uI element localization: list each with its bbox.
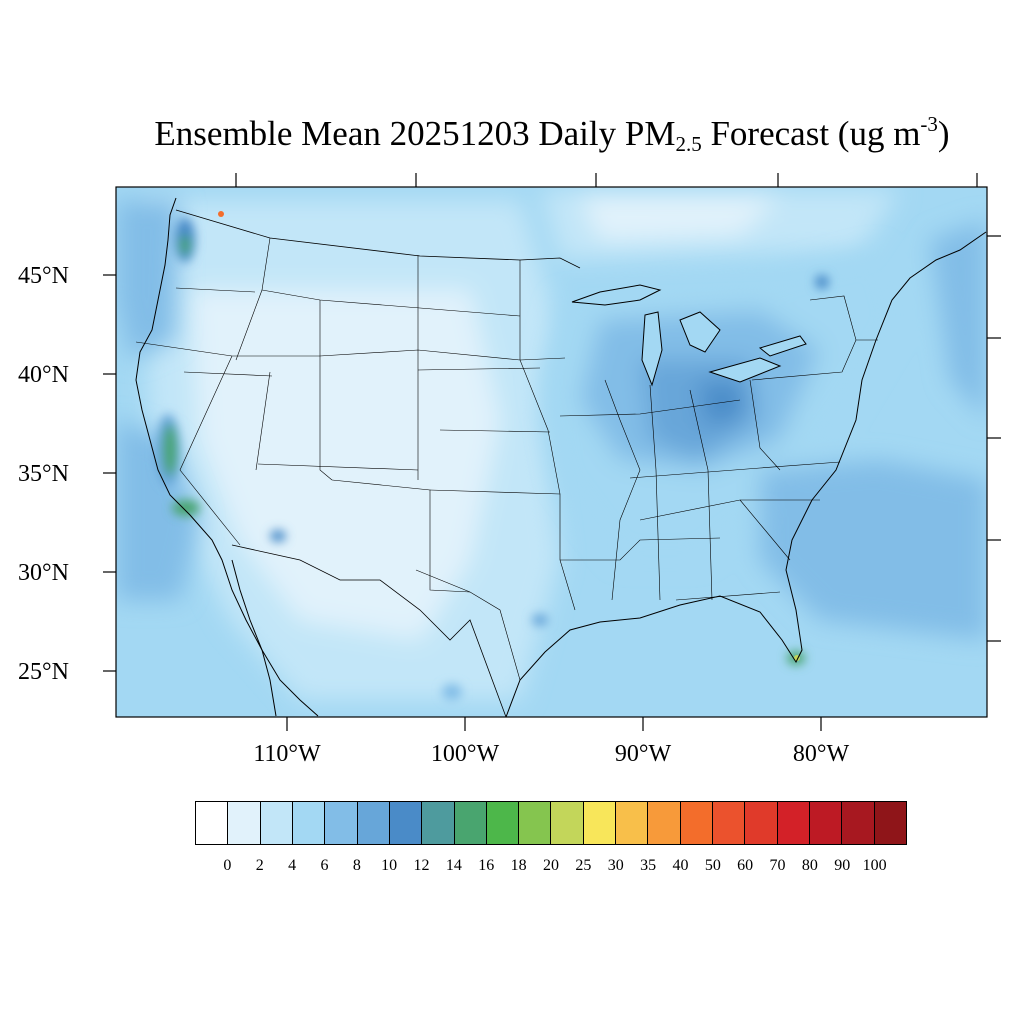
bottom-ticks (286, 717, 822, 731)
colorbar-tick-label: 0 (223, 857, 232, 874)
colorbar-tick-label: 2 (255, 857, 264, 874)
us-coastline (135, 197, 987, 717)
title-subscript: 2.5 (675, 132, 702, 156)
colorbar-tick-label: 25 (575, 857, 592, 874)
colorbar-tick-label: 18 (510, 857, 527, 874)
lat-label-45n: 45°N (18, 263, 69, 289)
colorbar-swatch (680, 802, 713, 844)
lon-label-110w: 110°W (253, 741, 321, 767)
colorbar-swatch (325, 802, 358, 844)
colorbar-swatch (842, 802, 875, 844)
colorbar-tick-label: 90 (834, 857, 851, 874)
colorbar-tick-label: 70 (769, 857, 786, 874)
colorbar-tick-label: 12 (413, 857, 430, 874)
left-ticks (103, 274, 116, 672)
colorbar-swatch (292, 802, 326, 844)
colorbar-swatch (809, 802, 843, 844)
colorbar-tick-label: 6 (320, 857, 329, 874)
title-superscript: -3 (920, 112, 938, 136)
title-units: Forecast (ug m (701, 114, 921, 153)
baja-coast (231, 559, 277, 717)
colorbar-swatch (616, 802, 649, 844)
colorbar-swatch (648, 802, 681, 844)
colorbar-swatch (519, 802, 552, 844)
state-boundaries (135, 237, 878, 681)
colorbar-tick-label: 14 (445, 857, 462, 874)
colorbar-tick-label: 35 (640, 857, 657, 874)
lon-label-100w: 100°W (430, 741, 500, 767)
colorbar-tick-label: 80 (801, 857, 818, 874)
colorbar-swatch (583, 802, 617, 844)
lat-label-25n: 25°N (18, 659, 69, 685)
colorbar-tick-label: 4 (288, 857, 297, 874)
colorbar-tick-label: 60 (737, 857, 754, 874)
colorbar-swatch (389, 802, 423, 844)
colorbar-swatch (228, 802, 261, 844)
field-moderate-east (116, 200, 987, 640)
colorbar-tick-label: 50 (704, 857, 721, 874)
international-border (175, 209, 581, 717)
lon-label-90w: 90°W (614, 741, 672, 767)
map-frame (115, 186, 988, 718)
title-units-close: ) (937, 114, 950, 153)
hotspot-idaho (218, 211, 224, 217)
lat-label-35n: 35°N (18, 461, 69, 487)
colorbar-swatch (422, 802, 455, 844)
colorbar-swatch (713, 802, 746, 844)
colorbar-tick-label: 10 (381, 857, 398, 874)
great-lakes (571, 284, 807, 387)
colorbar-tick-label: 8 (352, 857, 361, 874)
colorbar-swatch (357, 802, 390, 844)
colorbar-swatch (777, 802, 810, 844)
colorbar-swatch (486, 802, 520, 844)
lat-label-30n: 30°N (18, 560, 69, 586)
colorbar (195, 801, 907, 845)
title-text: Ensemble Mean 20251203 Daily PM (154, 114, 676, 153)
colorbar-swatch (260, 802, 293, 844)
pm25-field (116, 187, 987, 717)
right-ticks (987, 235, 1001, 642)
map-title: Ensemble Mean 20251203 Daily PM2.5 Forec… (0, 112, 1024, 156)
colorbar-tick-label: 16 (478, 857, 495, 874)
field-hotspots (156, 218, 829, 700)
colorbar-swatch (551, 802, 584, 844)
lon-label-80w: 80°W (792, 741, 850, 767)
colorbar-tick-label: 100 (862, 857, 887, 874)
colorbar-tick-label: 20 (543, 857, 559, 874)
colorbar-swatch (454, 802, 487, 844)
colorbar-swatch (745, 802, 778, 844)
lat-label-40n: 40°N (18, 362, 69, 388)
colorbar-swatch (196, 802, 229, 844)
colorbar-tick-label: 30 (607, 857, 624, 874)
top-ticks (235, 173, 978, 187)
colorbar-tick-label: 40 (672, 857, 689, 874)
colorbar-swatch (874, 802, 906, 844)
